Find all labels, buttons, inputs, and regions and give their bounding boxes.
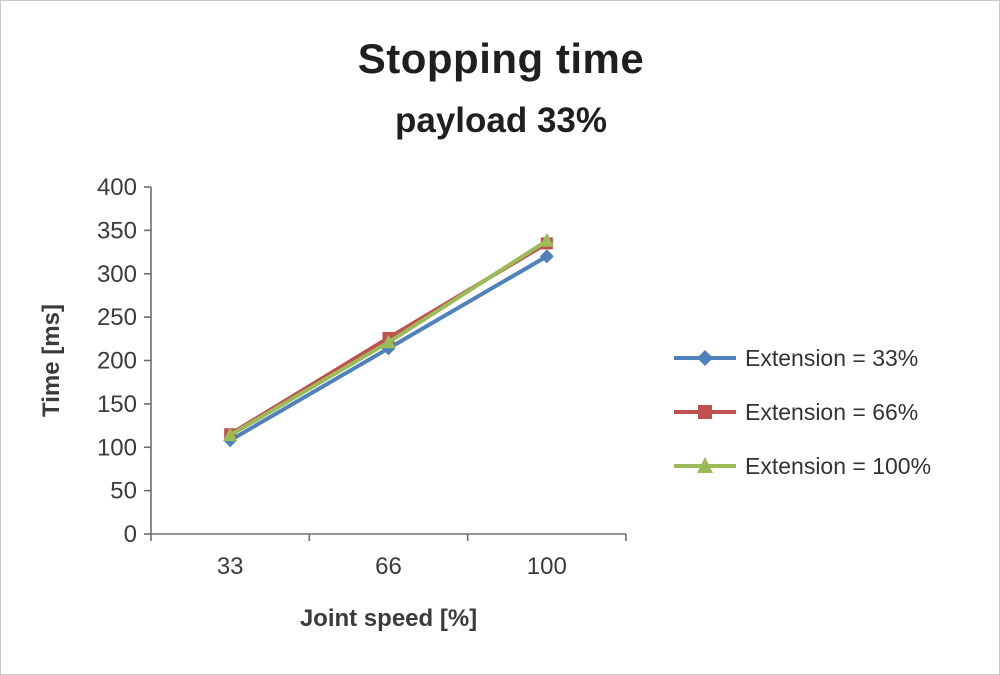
svg-text:0: 0 xyxy=(124,521,137,548)
legend-diamond-icon xyxy=(674,350,736,366)
chart-title: Stopping time xyxy=(357,35,645,82)
svg-text:100: 100 xyxy=(527,553,567,580)
svg-text:33: 33 xyxy=(217,553,244,580)
legend-label: Extension = 33% xyxy=(745,344,919,371)
svg-text:Joint speed [%]: Joint speed [%] xyxy=(300,605,477,632)
svg-text:250: 250 xyxy=(97,304,137,331)
legend: Extension = 33% Extension = 66% Extension … xyxy=(673,345,931,507)
legend-triangle-icon xyxy=(674,457,736,473)
legend-item: Extension = 33% xyxy=(673,345,931,371)
svg-text:66: 66 xyxy=(375,553,402,580)
svg-text:50: 50 xyxy=(110,478,137,505)
svg-text:Time [ms]: Time [ms] xyxy=(38,304,65,417)
legend-square-icon xyxy=(674,405,736,419)
svg-text:300: 300 xyxy=(97,261,137,288)
chart-subtitle: payload 33% xyxy=(394,101,608,140)
svg-text:100: 100 xyxy=(97,434,137,461)
legend-item: Extension = 66% xyxy=(673,399,931,425)
svg-text:350: 350 xyxy=(97,217,137,244)
legend-label: Extension = 66% xyxy=(745,398,919,425)
svg-text:150: 150 xyxy=(97,391,137,418)
svg-text:400: 400 xyxy=(97,174,137,201)
svg-text:200: 200 xyxy=(97,348,137,375)
legend-label: Extension = 100% xyxy=(745,452,932,479)
legend-item: Extension = 100% xyxy=(673,453,931,479)
